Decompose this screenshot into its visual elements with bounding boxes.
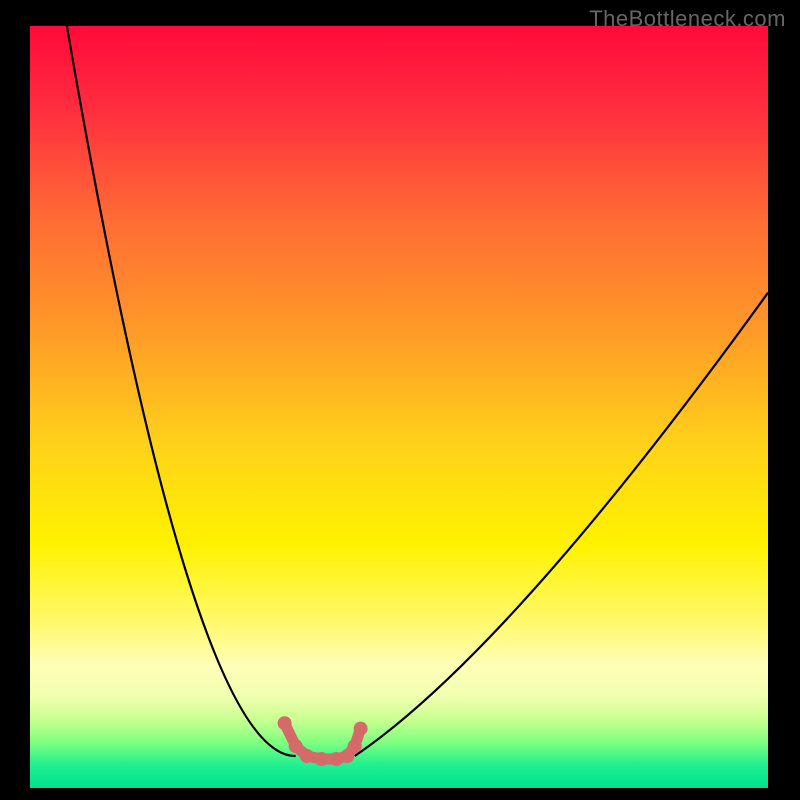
watermark-text: TheBottleneck.com <box>589 6 786 32</box>
trough-marker <box>300 749 314 763</box>
trough-marker <box>289 739 303 753</box>
trough-marker <box>348 739 362 753</box>
trough-marker <box>315 752 329 766</box>
bottleneck-curve-chart <box>0 0 800 800</box>
trough-marker <box>354 722 368 736</box>
chart-container: TheBottleneck.com <box>0 0 800 800</box>
gradient-background <box>30 26 768 788</box>
trough-marker <box>278 716 292 730</box>
